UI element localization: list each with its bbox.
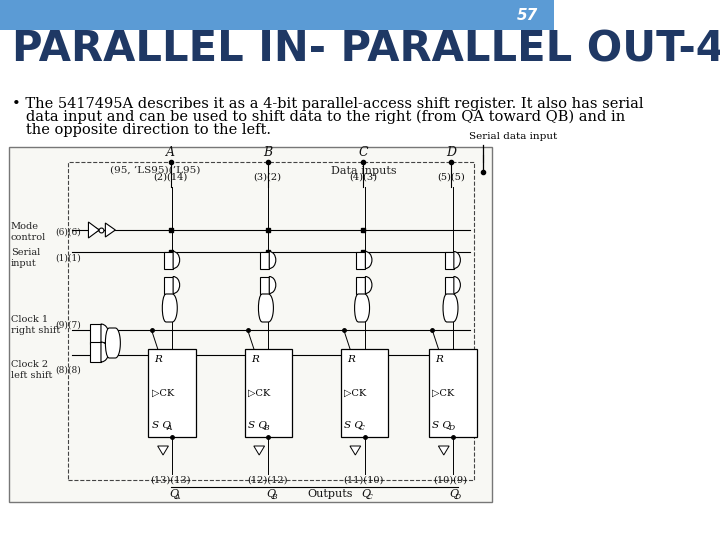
Text: A: A: [174, 493, 180, 501]
Text: B: B: [263, 424, 269, 432]
Text: S Q: S Q: [343, 421, 363, 429]
Text: (11)(10): (11)(10): [343, 476, 383, 484]
Text: Serial
input: Serial input: [11, 248, 40, 268]
Text: Data inputs: Data inputs: [330, 166, 396, 176]
Text: (8)(8): (8)(8): [55, 366, 81, 375]
Wedge shape: [454, 252, 460, 268]
Text: Mode
control: Mode control: [11, 222, 46, 242]
Text: Q: Q: [169, 489, 179, 499]
Text: (95, ’LS95)(’L95): (95, ’LS95)(’L95): [110, 166, 200, 175]
Text: R: R: [155, 354, 163, 363]
Polygon shape: [162, 294, 177, 322]
Text: D: D: [454, 493, 461, 501]
Bar: [260, 252, 269, 268]
Wedge shape: [365, 276, 372, 294]
Polygon shape: [105, 223, 115, 237]
Text: Q: Q: [361, 489, 371, 499]
Text: Outputs: Outputs: [307, 489, 353, 499]
Text: (2)(14): (2)(14): [153, 172, 188, 181]
Text: (6)(6): (6)(6): [55, 227, 81, 237]
Text: Serial data input: Serial data input: [469, 132, 557, 141]
Bar: [90, 324, 101, 344]
Text: A: A: [167, 424, 172, 432]
Text: C: C: [359, 146, 368, 159]
Text: Clock 1
right shift: Clock 1 right shift: [11, 315, 60, 335]
Text: 57: 57: [517, 8, 539, 23]
Wedge shape: [173, 252, 180, 268]
Polygon shape: [355, 294, 369, 322]
Text: D: D: [446, 146, 456, 159]
Text: C: C: [359, 424, 365, 432]
Text: (3)(2): (3)(2): [253, 172, 282, 181]
Bar: [356, 276, 365, 294]
Text: A: A: [166, 146, 175, 159]
Bar: [260, 276, 269, 294]
Text: Q: Q: [449, 489, 458, 499]
Text: Clock 2
left shift: Clock 2 left shift: [11, 360, 52, 380]
Text: • The 5417495A describes it as a 4-bit parallel-access shift register. It also h: • The 5417495A describes it as a 4-bit p…: [12, 97, 643, 111]
Wedge shape: [269, 252, 276, 268]
Bar: [90, 342, 101, 362]
Text: S Q: S Q: [432, 421, 451, 429]
Polygon shape: [258, 294, 274, 322]
Bar: [9, 147, 492, 502]
Polygon shape: [443, 294, 458, 322]
Text: R: R: [347, 354, 355, 363]
Wedge shape: [173, 276, 180, 294]
Bar: [68, 162, 474, 480]
Wedge shape: [365, 252, 372, 268]
Bar: [245, 349, 292, 437]
Text: (13)(13): (13)(13): [150, 476, 191, 484]
Bar: [356, 252, 365, 268]
Text: Q: Q: [266, 489, 275, 499]
Text: data input and can be used to shift data to the right (from QA toward QB) and in: data input and can be used to shift data…: [12, 110, 625, 124]
Text: (1)(1): (1)(1): [55, 253, 81, 262]
Text: (10)(9): (10)(9): [433, 476, 468, 484]
Polygon shape: [158, 446, 168, 455]
Text: (9)(7): (9)(7): [55, 321, 81, 329]
Text: B: B: [263, 146, 272, 159]
Text: C: C: [367, 493, 373, 501]
Wedge shape: [454, 276, 460, 294]
Text: ▷CK: ▷CK: [343, 388, 366, 397]
Text: ▷CK: ▷CK: [432, 388, 454, 397]
Text: D: D: [448, 424, 454, 432]
Text: (5)(5): (5)(5): [437, 172, 464, 181]
Text: (12)(12): (12)(12): [248, 476, 288, 484]
Text: (4)(3): (4)(3): [349, 172, 377, 181]
Polygon shape: [350, 446, 361, 455]
Text: ▷CK: ▷CK: [248, 388, 270, 397]
Bar: [341, 349, 388, 437]
Text: S Q: S Q: [248, 421, 266, 429]
Bar: [164, 252, 173, 268]
Polygon shape: [105, 328, 120, 358]
Bar: [444, 276, 454, 294]
Bar: [0, 0, 554, 30]
Text: R: R: [251, 354, 258, 363]
Text: PARALLEL IN- PARALLEL OUT-4: PARALLEL IN- PARALLEL OUT-4: [12, 29, 720, 71]
Text: ▷CK: ▷CK: [151, 388, 174, 397]
Polygon shape: [254, 446, 264, 455]
Text: R: R: [436, 354, 444, 363]
Wedge shape: [101, 342, 109, 362]
Bar: [444, 252, 454, 268]
Text: B: B: [271, 493, 277, 501]
Polygon shape: [89, 222, 99, 238]
Text: S Q: S Q: [151, 421, 171, 429]
Bar: [148, 349, 196, 437]
Bar: [164, 276, 173, 294]
Wedge shape: [101, 324, 109, 344]
Text: the opposite direction to the left.: the opposite direction to the left.: [12, 123, 271, 137]
Wedge shape: [269, 276, 276, 294]
Bar: [429, 349, 477, 437]
Polygon shape: [438, 446, 449, 455]
